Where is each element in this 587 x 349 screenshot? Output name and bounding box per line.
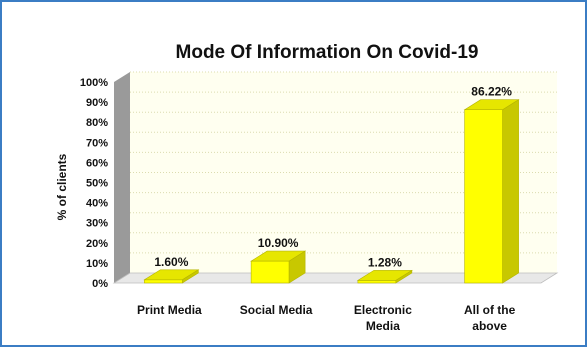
bar (357, 280, 397, 284)
bar-side (502, 99, 519, 284)
bar-side (395, 269, 413, 284)
data-label: 1.60% (154, 255, 188, 269)
y-tick-label: 80% (86, 117, 108, 129)
chart-title: Mode Of Information On Covid-19 (176, 42, 479, 63)
y-tick-label: 10% (86, 258, 108, 270)
x-category-label: Print Media (137, 303, 202, 317)
y-tick-label: 60% (86, 157, 108, 169)
y-tick-label: 70% (86, 137, 108, 149)
x-category-label: Electronic Media (354, 303, 412, 333)
bar (250, 260, 290, 284)
bar (464, 109, 503, 284)
data-label: 10.90% (258, 236, 299, 250)
y-tick-label: 50% (86, 178, 108, 190)
y-tick-label: 30% (86, 218, 108, 230)
bar-side (288, 250, 306, 284)
bar-side (182, 269, 199, 284)
y-tick-label: 0% (92, 278, 108, 290)
y-tick-label: 100% (80, 77, 108, 89)
x-category-label: All of the above (464, 303, 516, 333)
y-tick-label: 90% (86, 97, 108, 109)
data-label: 1.28% (368, 255, 402, 269)
bar (144, 279, 183, 284)
y-tick-label: 40% (86, 198, 108, 210)
y-axis-label: % of clients (55, 153, 69, 220)
data-label: 86.22% (471, 85, 512, 99)
plot-area: 0% 10% 20% 30% 40% 50% 60% 70% 80% 90% 100% 1.60% Pr… (80, 71, 559, 333)
x-category-label: Social Media (240, 303, 313, 317)
y-tick-label: 20% (86, 238, 108, 250)
floor (112, 272, 559, 284)
left-wall (114, 72, 130, 283)
